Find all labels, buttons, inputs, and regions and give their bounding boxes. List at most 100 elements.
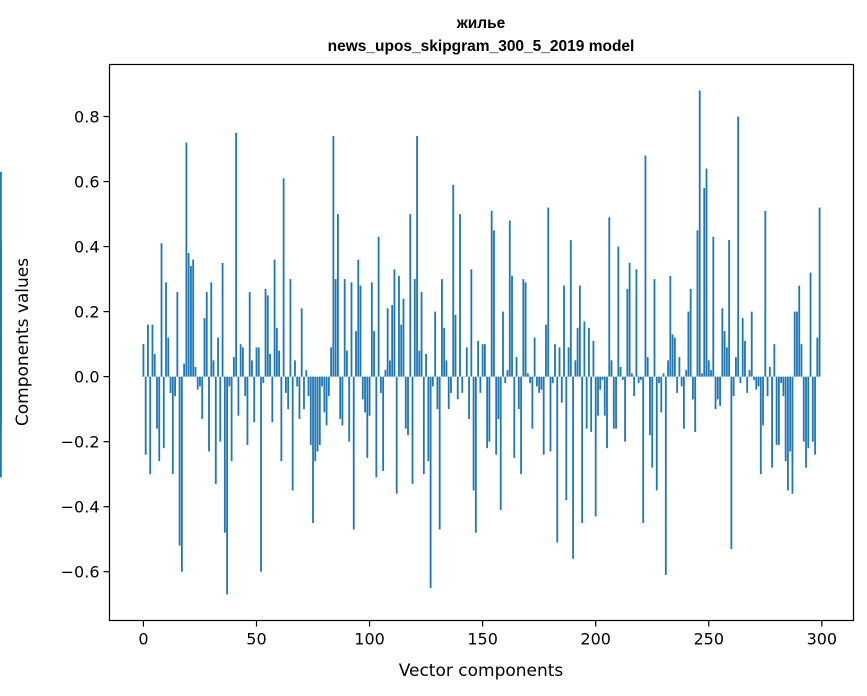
- y-tick-label: −0.4: [61, 498, 100, 517]
- bar-212: [621, 376, 624, 380]
- bar-148: [477, 340, 480, 377]
- bar-47: [248, 292, 251, 377]
- bar-203: [601, 376, 604, 380]
- bar-196: [585, 376, 588, 429]
- bar-25: [199, 376, 201, 387]
- bar-187: [565, 376, 568, 501]
- bar-202: [599, 376, 602, 390]
- y-tick-label: −0.2: [61, 433, 100, 452]
- bar-93: [352, 376, 355, 530]
- bar-61: [280, 376, 283, 462]
- bar-235: [673, 337, 676, 377]
- bar-206: [608, 217, 611, 377]
- bar-127: [429, 376, 432, 588]
- bar-111: [393, 269, 396, 377]
- bar-97: [361, 376, 364, 400]
- bar-2: [147, 324, 149, 377]
- bar-216: [630, 373, 633, 377]
- bar-160: [504, 376, 507, 384]
- bar-262: [735, 357, 737, 377]
- bar-17: [180, 376, 183, 572]
- bar-121: [416, 136, 418, 377]
- bar-197: [588, 327, 590, 377]
- bar-1: [144, 376, 147, 455]
- bar-243: [692, 376, 694, 400]
- bar-135: [447, 376, 450, 410]
- bar-151: [483, 344, 486, 377]
- bar-294: [807, 376, 810, 449]
- bar-55: [266, 295, 269, 377]
- bar-209: [615, 376, 617, 429]
- bar-177: [542, 376, 545, 455]
- bar-67: [294, 360, 296, 377]
- bar-292: [802, 376, 805, 442]
- bar-269: [750, 311, 753, 377]
- bar-149: [479, 376, 482, 393]
- bar-154: [490, 210, 493, 377]
- bar-122: [418, 350, 421, 377]
- bar-0: [142, 344, 145, 377]
- x-tick-label: 50: [246, 630, 266, 649]
- bar-43: [239, 344, 242, 377]
- bar-89: [343, 279, 346, 377]
- bar-20: [187, 253, 190, 377]
- bar-155: [493, 230, 495, 377]
- bar-130: [436, 376, 439, 410]
- bar-136: [450, 376, 452, 393]
- y-tick-label: 0.0: [74, 368, 99, 387]
- bar-236: [676, 376, 679, 393]
- bar-146: [472, 376, 475, 491]
- x-tick-label: 250: [693, 630, 724, 649]
- bar-226: [653, 279, 656, 377]
- bar-104: [377, 236, 380, 377]
- bar-164: [513, 376, 516, 458]
- bar-279: [773, 344, 776, 377]
- bar-249: [705, 168, 708, 377]
- bar-82: [327, 376, 330, 397]
- bar-124: [422, 376, 425, 475]
- bar-161: [506, 370, 509, 377]
- bar-190: [572, 376, 574, 559]
- y-axis-label: Components values: [13, 258, 33, 426]
- bar-117: [407, 376, 409, 436]
- bar-277: [768, 366, 771, 377]
- bar-178: [545, 324, 547, 377]
- bar-165: [515, 357, 518, 377]
- y-tick-label: 0.8: [74, 108, 99, 127]
- bar-58: [273, 259, 276, 377]
- bar-199: [592, 340, 595, 377]
- bar-76: [314, 376, 317, 462]
- bar-180: [549, 376, 552, 452]
- bar-87: [339, 376, 342, 419]
- bar-113: [398, 275, 400, 377]
- bar-150: [481, 344, 484, 377]
- bar-285: [787, 376, 789, 491]
- bar-261: [732, 376, 735, 397]
- bar-137: [452, 184, 455, 377]
- bar-255: [719, 376, 721, 406]
- bar-73: [307, 376, 310, 397]
- bar-90: [346, 350, 348, 377]
- bar-276: [766, 376, 769, 397]
- bar-98: [364, 376, 366, 413]
- bar-44: [242, 347, 244, 377]
- bar-189: [569, 240, 572, 377]
- bar-158: [499, 376, 502, 510]
- x-tick-label: 300: [807, 630, 838, 649]
- bar-230: [662, 373, 665, 377]
- bar-192: [576, 327, 579, 377]
- bar-13: [171, 376, 174, 475]
- bar-260: [730, 376, 733, 549]
- bar-8: [160, 243, 163, 377]
- bar-238: [680, 376, 683, 387]
- bar-undefined: [0, 240, 2, 377]
- bar-29: [208, 376, 210, 452]
- bar-214: [626, 288, 629, 377]
- bar-171: [529, 376, 532, 384]
- bar-271: [755, 376, 758, 390]
- bar-229: [660, 376, 663, 413]
- bar-69: [298, 376, 301, 419]
- bar-42: [237, 376, 240, 416]
- x-axis-label: Vector components: [399, 661, 564, 681]
